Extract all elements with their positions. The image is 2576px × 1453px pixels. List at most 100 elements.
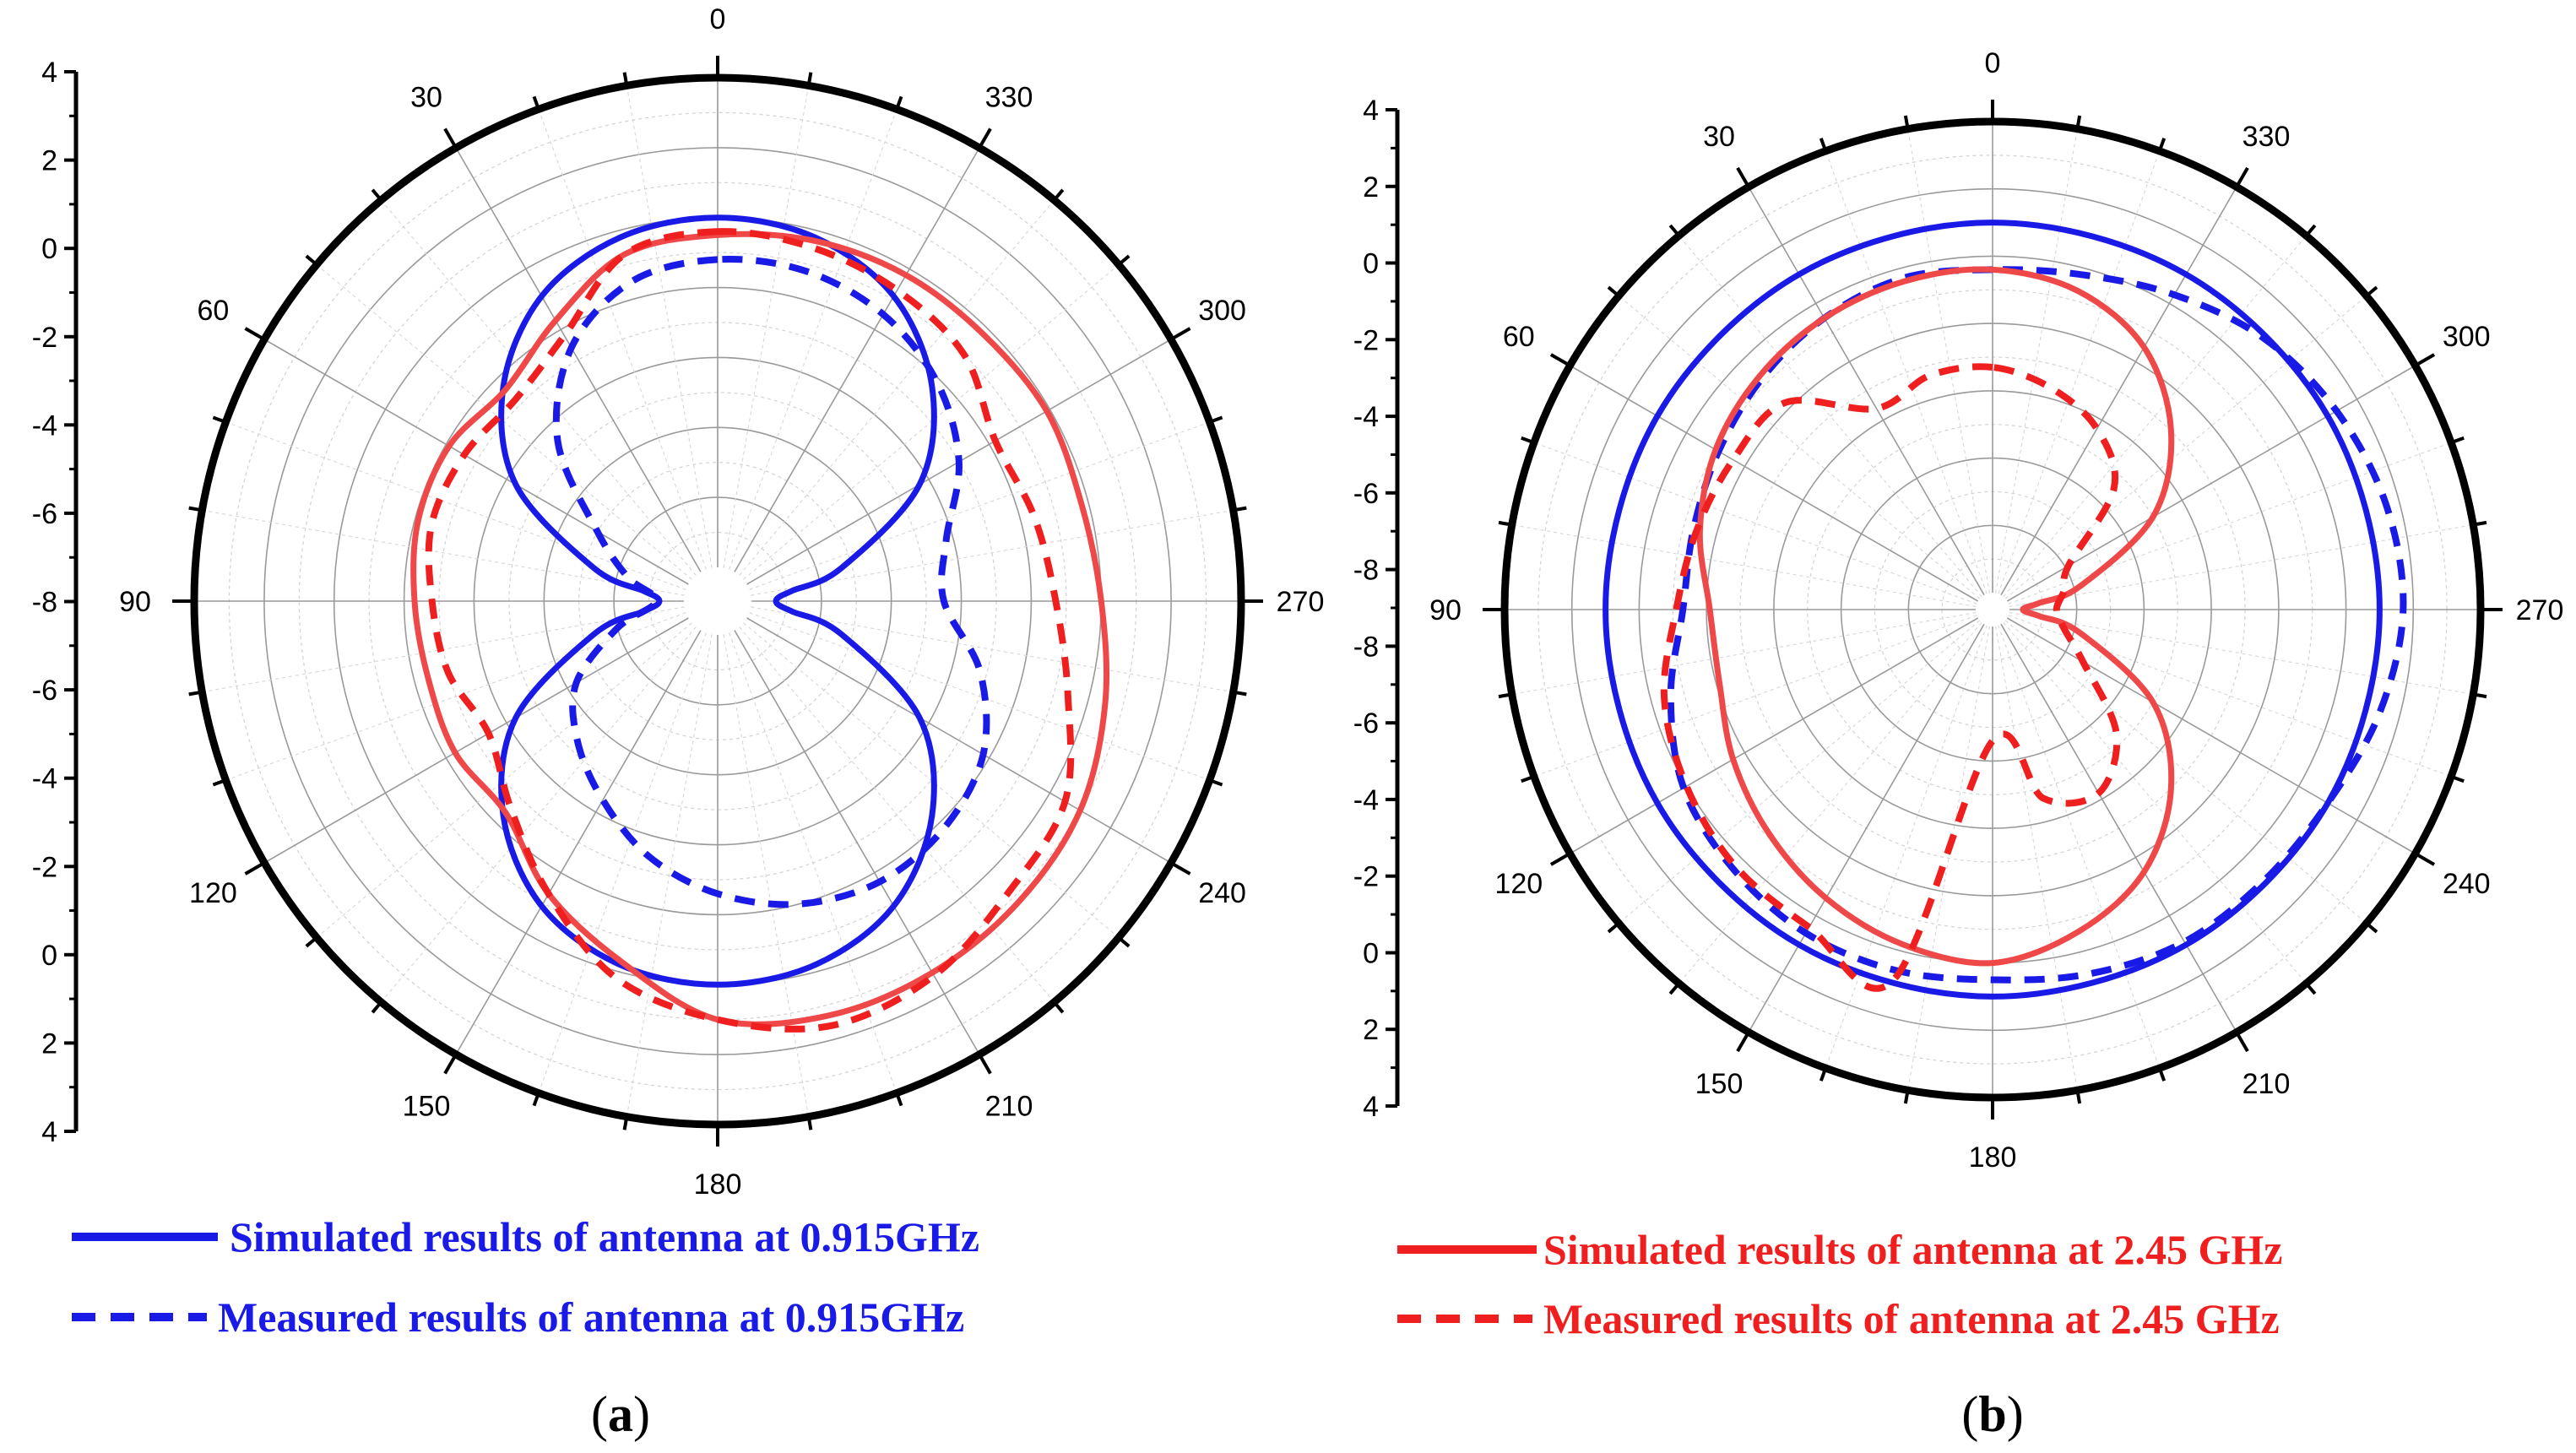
grid-ray bbox=[316, 622, 692, 938]
angle-label: 30 bbox=[1703, 121, 1735, 153]
polar-frame-a bbox=[172, 56, 1263, 1147]
angle-tick bbox=[2472, 520, 2487, 527]
angle-label: 0 bbox=[1985, 47, 2001, 79]
caption-a: (a) bbox=[591, 1386, 650, 1442]
radial-tick-label: -6 bbox=[1353, 708, 1379, 740]
angle-label: 240 bbox=[1198, 877, 1246, 909]
angle-tick bbox=[188, 690, 203, 697]
grid-ray bbox=[723, 634, 810, 1117]
grid-ray bbox=[1570, 365, 1979, 602]
radial-tick-label: 4 bbox=[1363, 95, 1379, 127]
angle-tick bbox=[978, 1053, 992, 1075]
grid-ray bbox=[1618, 620, 1981, 924]
angle-tick bbox=[1169, 861, 1191, 876]
radial-tick-label: -8 bbox=[1353, 631, 1379, 663]
grid-ray bbox=[2003, 235, 2307, 598]
angle-tick bbox=[978, 127, 992, 149]
angle-tick bbox=[212, 778, 227, 787]
radial-tick-label: 2 bbox=[1363, 171, 1379, 203]
grid-ray bbox=[1998, 150, 2161, 594]
radial-tick-label: -2 bbox=[32, 851, 57, 883]
grid-ray bbox=[316, 264, 692, 580]
angle-tick bbox=[1208, 778, 1223, 787]
grid-ray bbox=[729, 109, 898, 570]
angle-label: 90 bbox=[1429, 594, 1462, 626]
radial-tick-label: -8 bbox=[1353, 555, 1379, 587]
angle-tick bbox=[622, 72, 629, 86]
angle-tick bbox=[1668, 982, 1681, 995]
grid-ray bbox=[455, 630, 702, 1055]
angle-tick bbox=[1498, 692, 1513, 699]
angle-tick bbox=[895, 95, 903, 111]
radial-tick-label: -6 bbox=[1353, 478, 1379, 510]
angle-tick bbox=[895, 1092, 903, 1107]
angle-label: 30 bbox=[410, 81, 442, 113]
grid-ray bbox=[1533, 442, 1977, 605]
grid-ray bbox=[626, 634, 713, 1117]
angle-label: 300 bbox=[1198, 295, 1246, 327]
angle-tick bbox=[1736, 1031, 1750, 1053]
grid-ray bbox=[381, 626, 697, 1003]
angle-tick bbox=[1736, 166, 1750, 188]
angle-tick bbox=[1819, 138, 1828, 152]
grid-ray bbox=[2004, 295, 2367, 599]
angle-label: 120 bbox=[189, 877, 237, 909]
radial-axis-a: 4 2 0 -2 -4 -6 -8 -6 -4 -2 0 2 4 bbox=[32, 57, 79, 1148]
angle-tick bbox=[1521, 436, 1535, 445]
angle-tick bbox=[2472, 692, 2487, 699]
grid-ray bbox=[743, 622, 1120, 938]
grid-ray bbox=[2006, 365, 2416, 602]
angle-tick bbox=[2365, 921, 2378, 934]
angle-tick bbox=[2235, 1031, 2249, 1053]
angle-tick bbox=[1607, 285, 1620, 298]
grid-ray bbox=[1618, 295, 1981, 599]
angle-tick bbox=[443, 1053, 458, 1075]
angle-tick bbox=[2365, 285, 2378, 298]
angle-tick bbox=[1169, 327, 1191, 341]
grid-ray bbox=[2000, 623, 2237, 1033]
grid-ray bbox=[746, 617, 1172, 864]
polar-rays-a bbox=[194, 78, 1241, 1125]
radial-axis-b: 4 2 0 -2 -4 -6 -8 -8 -6 -4 -2 0 2 4 bbox=[1353, 95, 1400, 1123]
angle-tick bbox=[1208, 415, 1223, 424]
grid-ray bbox=[749, 421, 1210, 590]
radial-tick-label: 4 bbox=[41, 1116, 57, 1148]
grid-ray bbox=[2008, 615, 2452, 778]
grid-ray bbox=[1994, 128, 2078, 594]
angle-tick bbox=[1668, 224, 1681, 237]
series-line-simulated-2 bbox=[1696, 266, 2175, 967]
series-line-measured-3 bbox=[1660, 363, 2121, 992]
radial-tick-label: -2 bbox=[1353, 324, 1379, 356]
angle-label: 150 bbox=[1695, 1068, 1744, 1100]
radial-tick-label: -4 bbox=[1353, 401, 1379, 433]
grid-ray bbox=[455, 147, 702, 572]
polar-frame-b bbox=[1483, 100, 2503, 1120]
angle-tick bbox=[244, 327, 266, 341]
angle-label: 210 bbox=[985, 1091, 1033, 1123]
grid-ray bbox=[751, 509, 1234, 596]
radial-tick-label: 4 bbox=[1363, 1091, 1379, 1123]
angle-tick bbox=[1903, 115, 1910, 130]
grid-ray bbox=[2003, 621, 2307, 984]
grid-ray bbox=[749, 612, 1210, 781]
angle-tick bbox=[532, 95, 540, 111]
radial-tick-label: -6 bbox=[32, 498, 57, 530]
angle-tick bbox=[2235, 166, 2249, 188]
angle-tick bbox=[371, 1000, 383, 1014]
grid-ray bbox=[2000, 187, 2237, 596]
angle-tick bbox=[2414, 353, 2436, 367]
grid-ray bbox=[1825, 150, 1988, 594]
angle-tick bbox=[1521, 774, 1535, 783]
radial-tick-label: 4 bbox=[41, 57, 57, 89]
series-group-b bbox=[1603, 220, 2407, 1000]
angle-tick bbox=[806, 1116, 813, 1130]
grid-ray bbox=[1994, 626, 2078, 1091]
grid-ray bbox=[739, 626, 1055, 1003]
angle-tick bbox=[2450, 436, 2465, 445]
grid-ray bbox=[626, 85, 713, 568]
radial-tick-label: 0 bbox=[41, 233, 57, 265]
grid-ray bbox=[263, 339, 689, 585]
legend-b: Simulated results of antenna at 2.45 GHz… bbox=[1397, 1226, 2283, 1342]
angle-tick bbox=[1052, 188, 1065, 202]
